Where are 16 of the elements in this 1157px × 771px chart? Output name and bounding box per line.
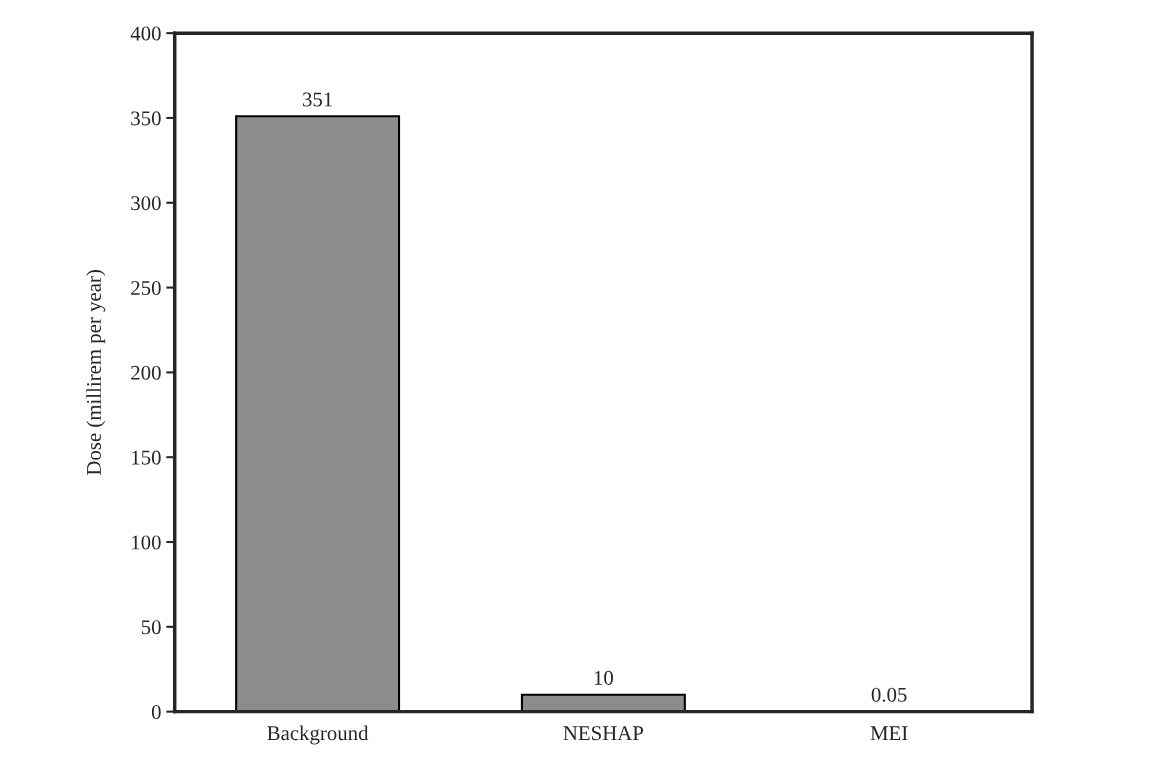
data-label: 0.05	[871, 687, 907, 702]
x-tick-label: Background	[267, 725, 369, 745]
y-axis-title: Dose (millirem per year)	[86, 270, 106, 476]
y-tick-label: 300	[131, 196, 161, 211]
x-tick-label: NESHAP	[563, 726, 644, 741]
y-tick-label: 0	[151, 705, 161, 720]
y-tick-label: 150	[132, 450, 161, 465]
x-tick-label: MEI	[870, 726, 908, 740]
y-tick-label: 350	[131, 111, 161, 126]
y-tick-label: 200	[131, 365, 161, 380]
y-tick-label: 250	[131, 280, 161, 296]
data-label: 10	[594, 670, 613, 685]
y-tick-label: 400	[130, 26, 161, 41]
y-tick-label: 100	[132, 535, 161, 550]
y-tick-label: 50	[141, 620, 161, 635]
data-label: 351	[302, 92, 332, 107]
